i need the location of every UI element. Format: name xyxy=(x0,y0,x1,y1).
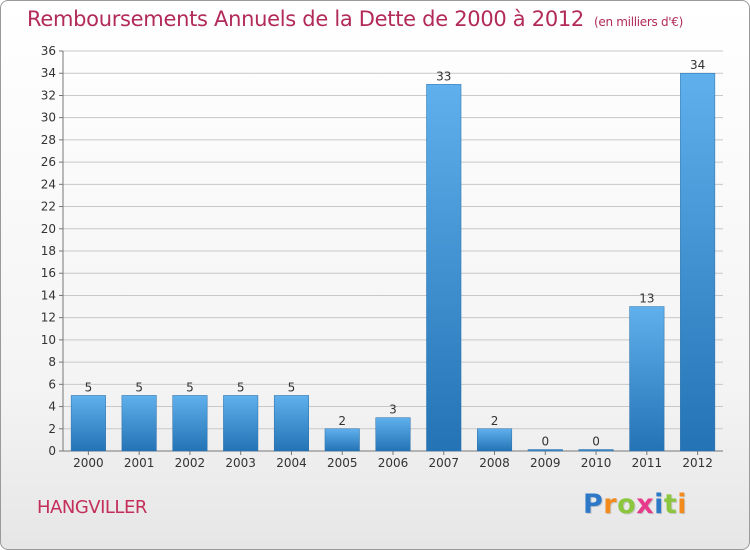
chart-title: Remboursements Annuels de la Dette de 20… xyxy=(27,7,683,31)
data-label: 2 xyxy=(491,414,499,428)
data-label: 5 xyxy=(288,380,296,394)
bars xyxy=(70,72,716,452)
data-label: 3 xyxy=(389,403,397,417)
data-label: 5 xyxy=(85,380,93,394)
bar-2009 xyxy=(527,449,563,452)
data-label: 0 xyxy=(592,435,600,449)
y-tick-label: 2 xyxy=(48,422,56,436)
y-tick-label: 24 xyxy=(41,177,56,191)
logo-letter: r xyxy=(603,489,618,520)
x-tick-label: 2006 xyxy=(378,456,409,470)
y-tick-label: 18 xyxy=(41,244,56,258)
chart-subtitle: (en milliers d'€) xyxy=(594,15,684,29)
x-tick-label: 2012 xyxy=(682,456,713,470)
x-tick-label: 2009 xyxy=(530,456,561,470)
x-tick-label: 2004 xyxy=(276,456,307,470)
y-tick-label: 12 xyxy=(41,311,56,325)
chart-title-text: Remboursements Annuels de la Dette de 20… xyxy=(27,7,584,31)
x-tick-label: 2007 xyxy=(428,456,459,470)
bar-2005 xyxy=(324,428,360,452)
data-label: 5 xyxy=(135,380,143,394)
bar-2004 xyxy=(273,395,309,452)
y-tick-label: 6 xyxy=(48,377,56,391)
grid-lines xyxy=(63,50,723,430)
bar-2008 xyxy=(477,428,513,452)
y-tick-label: 36 xyxy=(41,44,56,58)
logo-letter: x xyxy=(636,489,655,520)
logo-letter: i xyxy=(677,489,688,520)
bar-2002 xyxy=(172,395,208,452)
x-tick-label: 2002 xyxy=(175,456,206,470)
data-label: 0 xyxy=(541,435,549,449)
y-tick-label: 10 xyxy=(41,333,56,347)
y-tick-label: 26 xyxy=(41,155,56,169)
data-label: 13 xyxy=(639,292,654,306)
x-tick-label: 2001 xyxy=(124,456,155,470)
bar-2012 xyxy=(680,72,716,452)
x-tick-label: 2011 xyxy=(632,456,663,470)
data-label: 5 xyxy=(237,380,245,394)
y-tick-label: 32 xyxy=(41,88,56,102)
data-label: 33 xyxy=(436,69,451,83)
y-tick-label: 28 xyxy=(41,133,56,147)
x-tick-label: 2003 xyxy=(225,456,256,470)
data-label: 2 xyxy=(338,414,346,428)
bar-2006 xyxy=(375,417,411,452)
commune-name: HANGVILLER xyxy=(37,497,147,518)
logo-letter: t xyxy=(663,489,678,520)
logo-letter: i xyxy=(654,489,664,520)
y-tick-label: 20 xyxy=(41,222,56,236)
proxiti-logo: Proxiti xyxy=(583,489,687,520)
bar-2007 xyxy=(426,84,462,452)
y-tick-label: 8 xyxy=(48,355,56,369)
y-tick-label: 34 xyxy=(41,66,56,80)
x-tick-label: 2000 xyxy=(73,456,104,470)
logo-letter: o xyxy=(617,489,637,520)
y-tick-label: 30 xyxy=(41,111,56,125)
x-tick-label: 2010 xyxy=(581,456,612,470)
y-tick-label: 4 xyxy=(48,400,56,414)
bar-2001 xyxy=(121,395,157,452)
bar-2000 xyxy=(70,395,106,452)
y-tick-label: 0 xyxy=(48,444,56,458)
data-label: 34 xyxy=(690,58,705,72)
y-tick-label: 22 xyxy=(41,200,56,214)
y-tick-label: 14 xyxy=(41,288,56,302)
bar-2010 xyxy=(578,449,614,452)
data-label: 5 xyxy=(186,380,194,394)
y-tick-label: 16 xyxy=(41,266,56,280)
bar-2011 xyxy=(629,306,665,452)
logo-letter: P xyxy=(583,489,604,520)
x-tick-label: 2008 xyxy=(479,456,510,470)
bar-2003 xyxy=(223,395,259,452)
x-tick-label: 2005 xyxy=(327,456,358,470)
